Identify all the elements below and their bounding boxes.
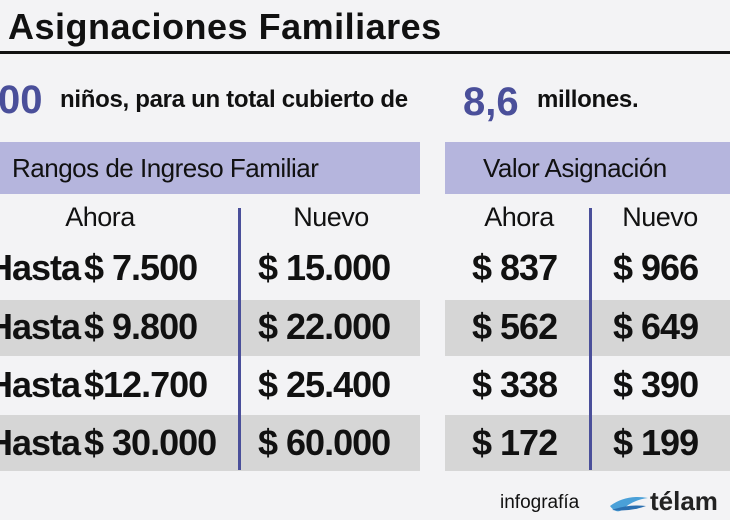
title-rule: [0, 51, 730, 54]
table-cell: $ 25.400: [258, 364, 391, 405]
column-header: Ahora: [484, 202, 554, 232]
column-divider: [238, 208, 241, 470]
header-bar: [0, 142, 420, 194]
column-header: Nuevo: [293, 202, 369, 232]
table-cell: $ 30.000: [84, 422, 217, 463]
row-label: Hasta: [0, 247, 81, 288]
subtitle-tail: millones.: [537, 86, 639, 113]
footer-brand: télam: [650, 486, 718, 516]
row-shade: [0, 415, 420, 471]
table-cell: $ 562: [472, 306, 558, 347]
table-cell: $ 22.000: [258, 306, 391, 347]
table-cell: $ 338: [472, 364, 558, 405]
table-cell: $ 15.000: [258, 247, 391, 288]
footer-label: infografía: [500, 492, 580, 513]
group-header: Valor Asignación: [483, 153, 667, 183]
subtitle-lead: 00: [0, 78, 43, 122]
table-cell: $ 837: [472, 247, 558, 288]
table-cell: $ 172: [472, 422, 558, 463]
table-cell: $ 199: [613, 422, 699, 463]
row-label: Hasta: [0, 306, 81, 347]
table-cell: $ 7.500: [84, 247, 198, 288]
column-header: Ahora: [65, 202, 135, 232]
row-shade: [0, 300, 420, 356]
table-cell: $ 9.800: [84, 306, 198, 347]
subtitle-highlight: 8,6: [463, 80, 519, 124]
table-cell: $ 60.000: [258, 422, 391, 463]
table-cell: $ 390: [613, 364, 699, 405]
table-cell: $ 966: [613, 247, 699, 288]
row-shade: [445, 415, 730, 471]
logo-icon: [610, 497, 648, 512]
table-cell: $ 649: [613, 306, 699, 347]
column-header: Nuevo: [622, 202, 698, 232]
subtitle-text: niños, para un total cubierto de: [60, 86, 408, 113]
title: Asignaciones Familiares: [8, 6, 442, 47]
header-bar: [445, 142, 730, 194]
row-shade: [445, 300, 730, 356]
row-label: Hasta: [0, 364, 81, 405]
row-label: Hasta: [0, 422, 81, 463]
group-header: Rangos de Ingreso Familiar: [12, 153, 319, 183]
column-divider: [589, 208, 592, 470]
table-cell: $12.700: [84, 364, 208, 405]
